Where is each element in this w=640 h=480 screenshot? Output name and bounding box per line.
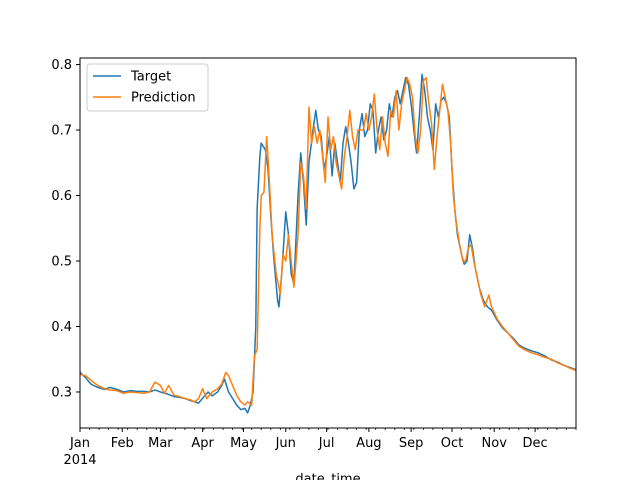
x-tick-label: May (230, 436, 257, 451)
x-tick-label: Jun (275, 436, 296, 451)
legend-label-prediction: Prediction (131, 91, 196, 106)
x-axis-label: date_time (295, 472, 360, 480)
x-tick-label: Jul (318, 436, 335, 451)
y-tick-label: 0.6 (51, 189, 72, 204)
axes-layer: 0.3 0.4 0.5 0.6 0.7 0.8 Jan Feb Mar Apr May Jun Jul A… (51, 57, 577, 451)
x-tick-label: Aug (356, 436, 381, 451)
series-layer (79, 73, 577, 414)
legend: Target Prediction (86, 63, 209, 112)
x-tick-label: Dec (523, 436, 548, 451)
series-line-prediction (79, 76, 577, 406)
y-tick-label: 0.4 (51, 320, 72, 335)
legend-label-target: Target (130, 70, 171, 85)
y-tick-label: 0.7 (51, 124, 72, 139)
y-tick-label: 0.3 (51, 385, 72, 400)
x-tick-label: Mar (148, 436, 173, 451)
y-tick-label: 0.8 (51, 58, 72, 73)
x-tick-label: Nov (482, 436, 508, 451)
y-tick-label: 0.5 (51, 255, 72, 270)
plot-area (80, 58, 576, 428)
x-axis-year-label: 2014 (63, 453, 96, 468)
x-tick-label: Apr (191, 436, 214, 451)
x-tick-label: Oct (441, 436, 463, 451)
x-tick-label: Jan (69, 436, 90, 451)
x-tick-label: Feb (111, 436, 134, 451)
x-tick-label: Sep (399, 436, 424, 451)
series-line-target (79, 73, 577, 414)
